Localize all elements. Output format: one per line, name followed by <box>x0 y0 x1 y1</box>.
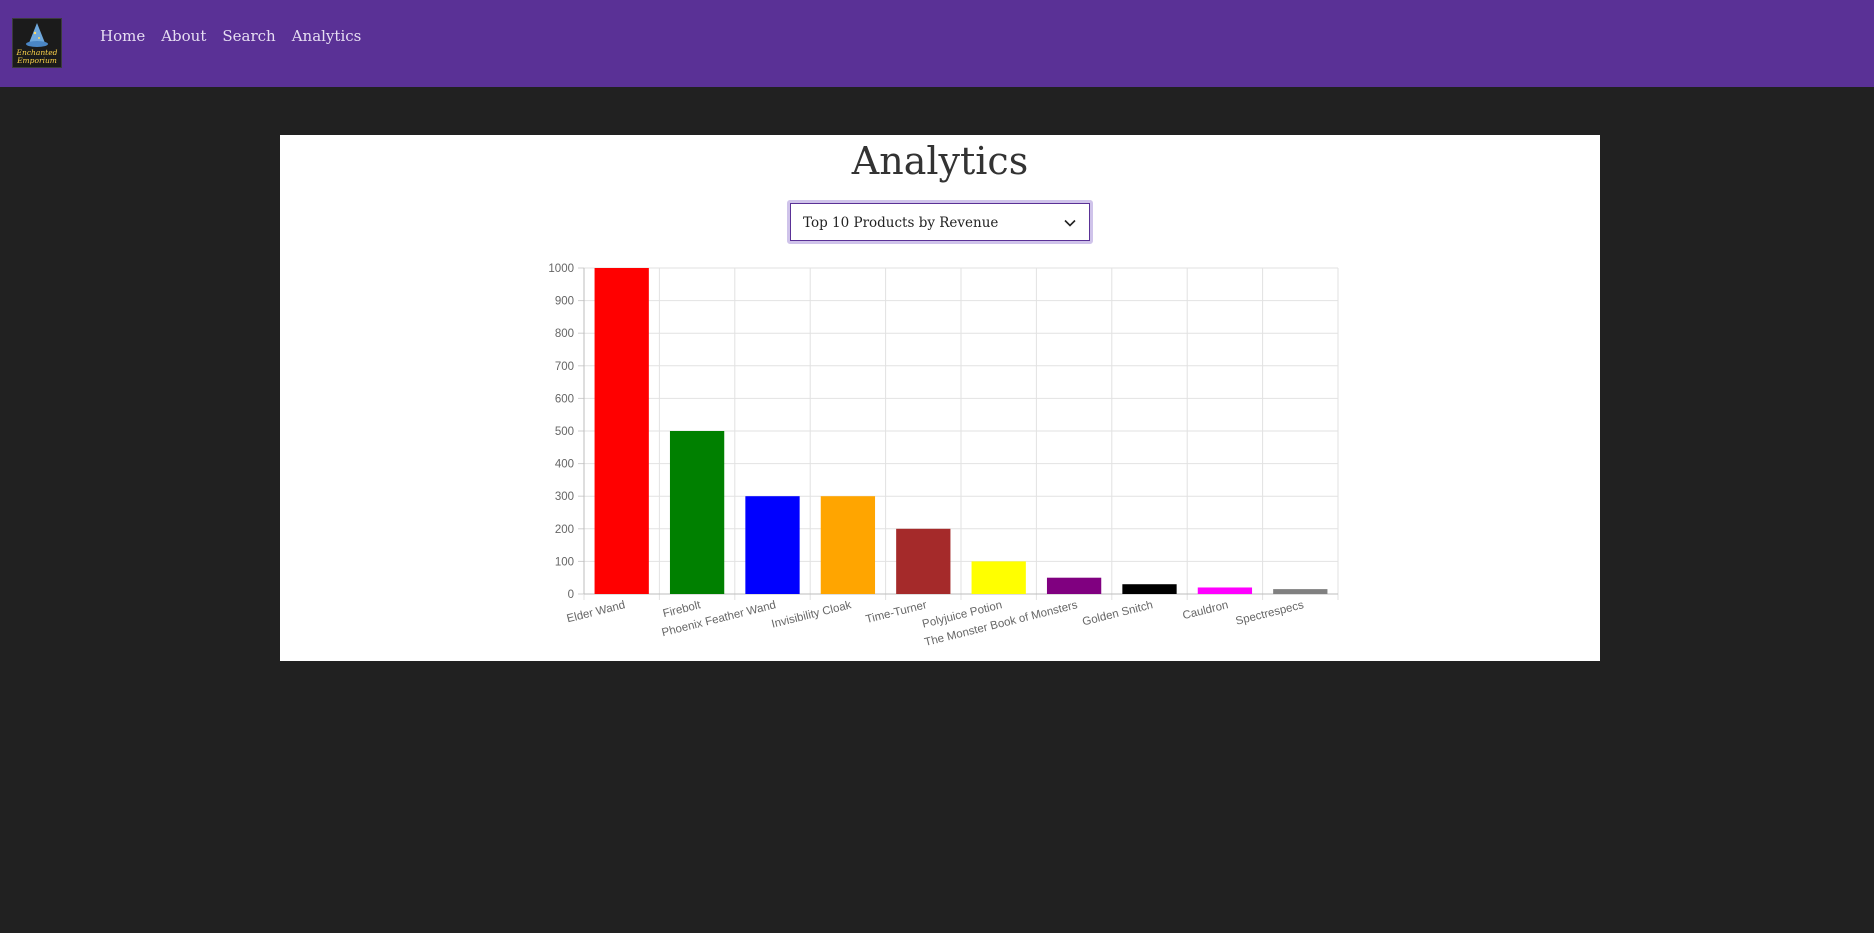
x-tick-label: Spectrespecs <box>1235 599 1306 628</box>
chevron-down-icon <box>1064 219 1076 227</box>
bar-the-monster-book-of-monsters <box>1046 577 1102 594</box>
report-select-focus-ring: Top 10 Products by Revenue <box>787 200 1093 244</box>
x-tick-label: Golden Snitch <box>1081 599 1154 628</box>
x-tick-label: Time-Turner <box>865 599 929 626</box>
logo-text-line2: Emporium <box>16 56 57 65</box>
store-logo[interactable]: Enchanted Emporium <box>12 18 62 68</box>
bar-cauldron <box>1197 587 1253 594</box>
x-tick-label: Firebolt <box>662 599 703 620</box>
nav-analytics-link[interactable]: Analytics <box>291 27 362 45</box>
bar-invisibility-cloak <box>820 496 876 594</box>
y-tick-label: 900 <box>555 296 574 308</box>
y-tick-label: 200 <box>555 524 574 536</box>
y-tick-label: 0 <box>568 589 574 601</box>
x-tick-label: Invisibility Cloak <box>770 599 853 630</box>
report-select-value: Top 10 Products by Revenue <box>803 215 999 231</box>
wizard-hat-icon: Enchanted Emporium <box>16 23 58 65</box>
x-tick-label: Elder Wand <box>566 599 627 625</box>
bar-golden-snitch <box>1122 584 1177 594</box>
y-tick-label: 700 <box>555 361 574 373</box>
nav-home-link[interactable]: Home <box>100 27 146 45</box>
nav-search-link[interactable]: Search <box>222 27 276 45</box>
analytics-panel: Analytics Top 10 Products by Revenue 0 10… <box>280 135 1600 661</box>
y-tick-label: 100 <box>555 556 574 568</box>
y-tick-label: 500 <box>555 426 574 438</box>
bar-phoenix-feather-wand <box>745 496 800 594</box>
nav-about-link[interactable]: About <box>161 27 207 45</box>
bar-spectrespecs <box>1273 589 1328 594</box>
top-navbar: Enchanted Emporium Home About Search Ana… <box>0 0 1874 87</box>
logo-text-line1: Enchanted <box>16 48 58 57</box>
y-tick-label: 400 <box>555 459 574 471</box>
x-tick-label: Cauldron <box>1181 599 1229 622</box>
bar-elder-wand <box>594 268 649 594</box>
bar-firebolt <box>669 431 725 594</box>
y-tick-label: 800 <box>555 328 574 340</box>
revenue-bar-chart: 0 100 200 300 400 500 600 700 800 900 1000 Elder Wa… <box>548 263 1339 649</box>
y-tick-label: 300 <box>555 491 574 503</box>
main-nav: Home About Search Analytics <box>100 26 361 46</box>
report-select[interactable]: Top 10 Products by Revenue <box>790 203 1090 241</box>
bar-polyjuice-potion <box>971 561 1026 594</box>
y-tick-label: 600 <box>555 393 574 405</box>
bar-time-turner <box>896 528 951 594</box>
page-title: Analytics <box>851 139 1029 183</box>
y-tick-label: 1000 <box>548 263 574 275</box>
